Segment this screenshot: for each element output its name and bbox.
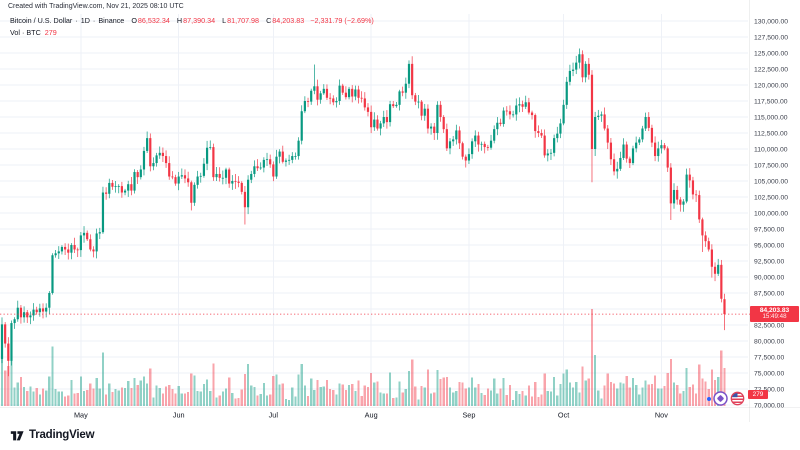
svg-text:Jun: Jun (173, 411, 185, 420)
svg-text:Sep: Sep (462, 411, 475, 420)
svg-text:107,500.00: 107,500.00 (754, 162, 788, 169)
tradingview-wordmark: TradingView (29, 429, 95, 441)
svg-text:120,000.00: 120,000.00 (754, 82, 788, 89)
close-label: C (266, 16, 272, 25)
low-value: 81,707.98 (227, 16, 260, 25)
tradingview-footer[interactable]: TradingView (10, 428, 95, 442)
svg-text:87,500.00: 87,500.00 (754, 290, 784, 297)
change-value: −2,331.79 (−2.69%) (310, 16, 374, 25)
timeline-event-icons (707, 391, 745, 406)
symbol-title[interactable]: Bitcoin / U.S. Dollar (10, 16, 73, 25)
svg-text:Aug: Aug (365, 411, 378, 420)
svg-text:75,000.00: 75,000.00 (754, 370, 784, 377)
open-label: O (131, 16, 137, 25)
last-price-badge: 84,203.83 15:49:48 (750, 305, 799, 323)
separator: · (92, 16, 96, 25)
svg-text:Nov: Nov (655, 411, 668, 420)
svg-text:92,500.00: 92,500.00 (754, 258, 784, 265)
volume-badge: 279 (748, 390, 768, 399)
svg-text:122,500.00: 122,500.00 (754, 66, 788, 73)
svg-text:70,000.00: 70,000.00 (754, 402, 784, 409)
svg-text:110,000.00: 110,000.00 (754, 146, 788, 153)
last-price-value: 84,203.83 (759, 306, 790, 314)
svg-text:130,000.00: 130,000.00 (754, 18, 788, 25)
svg-text:90,000.00: 90,000.00 (754, 274, 784, 281)
volume-value: 279 (44, 27, 57, 37)
tradingview-logo-icon (10, 431, 24, 441)
crypto-event-icon[interactable] (713, 391, 728, 406)
interval-label[interactable]: 1D (80, 16, 90, 25)
legend-symbol-row[interactable]: Bitcoin / U.S. Dollar · 1D · Binance O86,532… (10, 15, 374, 27)
separator: · (75, 16, 78, 25)
svg-text:72,500.00: 72,500.00 (754, 386, 784, 393)
svg-text:Oct: Oct (558, 411, 569, 420)
high-label: H (176, 16, 183, 25)
svg-text:102,500.00: 102,500.00 (754, 194, 788, 201)
svg-text:95,000.00: 95,000.00 (754, 242, 784, 249)
us-flag-event-icon[interactable] (730, 391, 745, 406)
close-value: 84,203.83 (272, 16, 305, 25)
svg-text:115,000.00: 115,000.00 (754, 114, 788, 121)
svg-text:117,500.00: 117,500.00 (754, 98, 788, 105)
svg-text:127,500.00: 127,500.00 (754, 34, 788, 41)
price-axis[interactable] (750, 0, 800, 420)
time-axis[interactable] (0, 408, 748, 424)
svg-text:77,500.00: 77,500.00 (754, 354, 784, 361)
open-value: 86,532.34 (137, 16, 170, 25)
svg-text:112,500.00: 112,500.00 (754, 130, 788, 137)
svg-text:100,000.00: 100,000.00 (754, 210, 788, 217)
svg-text:105,000.00: 105,000.00 (754, 178, 788, 185)
volume-indicator-label[interactable]: Vol · BTC (10, 27, 41, 37)
chart-legend: Bitcoin / U.S. Dollar · 1D · Binance O86,532… (10, 15, 374, 38)
svg-text:97,500.00: 97,500.00 (754, 226, 784, 233)
attribution-text: Created with TradingView.com, Nov 21, 20… (8, 3, 184, 10)
svg-text:80,000.00: 80,000.00 (754, 338, 784, 345)
high-value: 87,390.34 (183, 16, 216, 25)
exchange-label: Binance (98, 16, 125, 25)
bar-countdown: 15:49:48 (762, 313, 787, 320)
svg-text:May: May (74, 411, 88, 420)
svg-text:82,500.00: 82,500.00 (754, 322, 784, 329)
low-label: L (222, 16, 227, 25)
legend-volume-row[interactable]: Vol · BTC 279 (10, 27, 374, 39)
svg-text:125,000.00: 125,000.00 (754, 50, 788, 57)
event-dot-icon (707, 396, 711, 401)
svg-text:Jul: Jul (269, 411, 279, 420)
